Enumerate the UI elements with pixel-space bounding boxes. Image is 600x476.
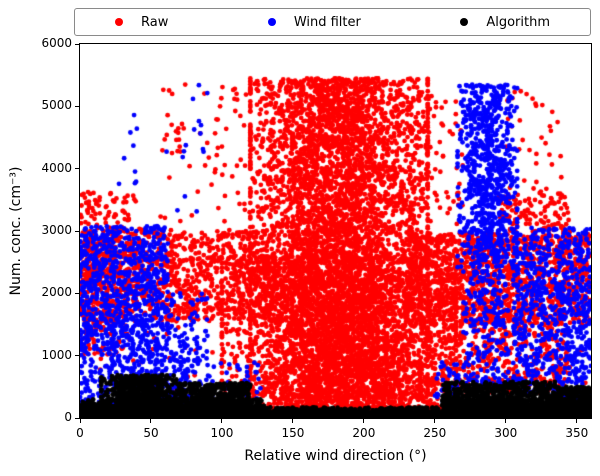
x-tick-label: 250 — [423, 426, 447, 440]
legend-marker-wind-filter-icon — [267, 18, 276, 26]
y-tick-label: 4000 — [41, 160, 72, 175]
legend-item-raw: Raw — [115, 15, 168, 30]
x-tick-mark — [150, 419, 152, 423]
y-tick-mark — [75, 43, 79, 45]
legend-label-algorithm: Algorithm — [486, 14, 550, 30]
y-tick-label: 2000 — [41, 285, 72, 300]
y-tick-mark — [75, 230, 79, 232]
x-tick-label: 200 — [352, 426, 376, 440]
x-tick-mark — [221, 419, 223, 423]
x-tick-label: 350 — [565, 426, 589, 440]
x-tick-label: 0 — [76, 426, 84, 440]
y-tick-label: 6000 — [41, 36, 72, 50]
x-tick-mark — [505, 419, 507, 423]
legend-marker-algorithm-icon — [460, 18, 469, 26]
x-axis-label: Relative wind direction (°) — [244, 448, 427, 464]
x-tick-mark — [576, 419, 578, 423]
x-tick-mark — [79, 419, 81, 423]
x-tick-mark — [434, 419, 436, 423]
x-tick-label: 50 — [143, 426, 159, 440]
y-tick-label: 0 — [64, 410, 72, 424]
scatter-canvas — [80, 44, 591, 418]
x-tick-label: 100 — [210, 426, 234, 440]
y-tick-mark — [75, 105, 79, 107]
y-tick-mark — [75, 355, 79, 357]
y-axis-label: Num. conc. (cm⁻³) — [8, 166, 24, 296]
y-tick-label: 3000 — [41, 223, 72, 237]
legend-label-raw: Raw — [141, 14, 169, 30]
x-tick-label: 300 — [494, 426, 518, 440]
legend-marker-raw-icon — [115, 18, 123, 26]
x-tick-mark — [363, 419, 365, 423]
plot-area — [79, 43, 592, 419]
x-tick-label: 150 — [281, 426, 305, 440]
y-tick-mark — [75, 417, 79, 419]
legend-item-wind-filter: Wind filter — [267, 14, 361, 30]
legend: Raw Wind filter Algorithm — [74, 8, 591, 36]
y-tick-mark — [75, 292, 79, 294]
y-tick-label: 1000 — [41, 347, 72, 362]
legend-item-algorithm: Algorithm — [460, 15, 550, 30]
x-tick-mark — [292, 419, 294, 423]
legend-label-wind-filter: Wind filter — [293, 14, 361, 30]
y-tick-mark — [75, 168, 79, 170]
y-tick-label: 5000 — [41, 98, 72, 113]
